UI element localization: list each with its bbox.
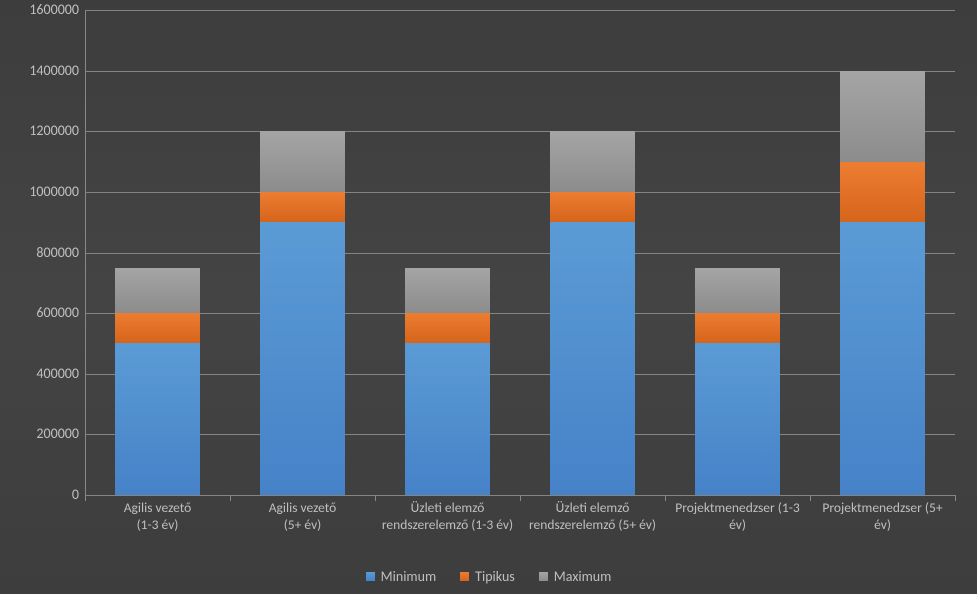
bar-segment-maximum: [550, 131, 634, 192]
bar-segment-minimum: [260, 222, 344, 495]
x-tick-label: Projektmenedzser (1-3 év): [665, 500, 810, 534]
bar-segment-tipikus: [550, 192, 634, 222]
x-tick-label: Agilis vezető(5+ év): [230, 500, 375, 534]
y-tick-label: 1200000: [9, 124, 79, 138]
bar-group: [230, 10, 375, 495]
bar-group: [665, 10, 810, 495]
bar-segment-tipikus: [695, 313, 779, 343]
bar-segment-tipikus: [115, 313, 199, 343]
legend-swatch-maximum: [539, 572, 548, 581]
bar-segment-minimum: [115, 343, 199, 495]
legend-item-maximum: Maximum: [539, 568, 612, 585]
bar: [550, 131, 634, 495]
x-tick-label: Üzleti elemző rendszerelemző (5+ év): [520, 500, 665, 534]
bar-segment-tipikus: [405, 313, 489, 343]
bar-segment-maximum: [695, 268, 779, 313]
bar: [115, 268, 199, 495]
bar-segment-maximum: [115, 268, 199, 313]
y-tick-label: 200000: [9, 427, 79, 441]
bar-segment-minimum: [695, 343, 779, 495]
y-tick-label: 400000: [9, 367, 79, 381]
legend-label-maximum: Maximum: [554, 568, 612, 585]
legend-label-minimum: Minimum: [381, 568, 436, 585]
y-tick-label: 1600000: [9, 3, 79, 17]
y-tick-label: 800000: [9, 246, 79, 260]
legend-item-minimum: Minimum: [366, 568, 436, 585]
bar: [405, 268, 489, 495]
bar-group: [520, 10, 665, 495]
bar: [840, 71, 924, 495]
bar-segment-minimum: [840, 222, 924, 495]
bar-segment-maximum: [405, 268, 489, 313]
y-tick-label: 600000: [9, 306, 79, 320]
bar-segment-minimum: [550, 222, 634, 495]
bar-segment-maximum: [260, 131, 344, 192]
bar-group: [85, 10, 230, 495]
bar: [260, 131, 344, 495]
x-tick-label: Projektmenedzser (5+ év): [810, 500, 955, 534]
bar-segment-maximum: [840, 71, 924, 162]
x-axis-labels: Agilis vezető(1-3 év)Agilis vezető(5+ év…: [85, 500, 955, 534]
bar-segment-minimum: [405, 343, 489, 495]
x-tick-mark: [955, 495, 956, 501]
bar-group: [375, 10, 520, 495]
legend-swatch-minimum: [366, 572, 375, 581]
stacked-bar-chart: 0 200000 400000 600000 800000 1000000 1200000 1…: [0, 0, 977, 594]
y-tick-label: 1000000: [9, 185, 79, 199]
x-tick-label: Agilis vezető(1-3 év): [85, 500, 230, 534]
bars-row: [85, 10, 955, 495]
x-tick-label: Üzleti elemző rendszerelemző (1-3 év): [375, 500, 520, 534]
legend: Minimum Tipikus Maximum: [0, 568, 977, 585]
bar-segment-tipikus: [260, 192, 344, 222]
legend-label-tipikus: Tipikus: [475, 568, 515, 585]
y-tick-label: 0: [9, 488, 79, 502]
legend-item-tipikus: Tipikus: [460, 568, 515, 585]
legend-swatch-tipikus: [460, 572, 469, 581]
bar-group: [810, 10, 955, 495]
bar: [695, 268, 779, 495]
y-tick-label: 1400000: [9, 64, 79, 78]
bar-segment-tipikus: [840, 162, 924, 223]
